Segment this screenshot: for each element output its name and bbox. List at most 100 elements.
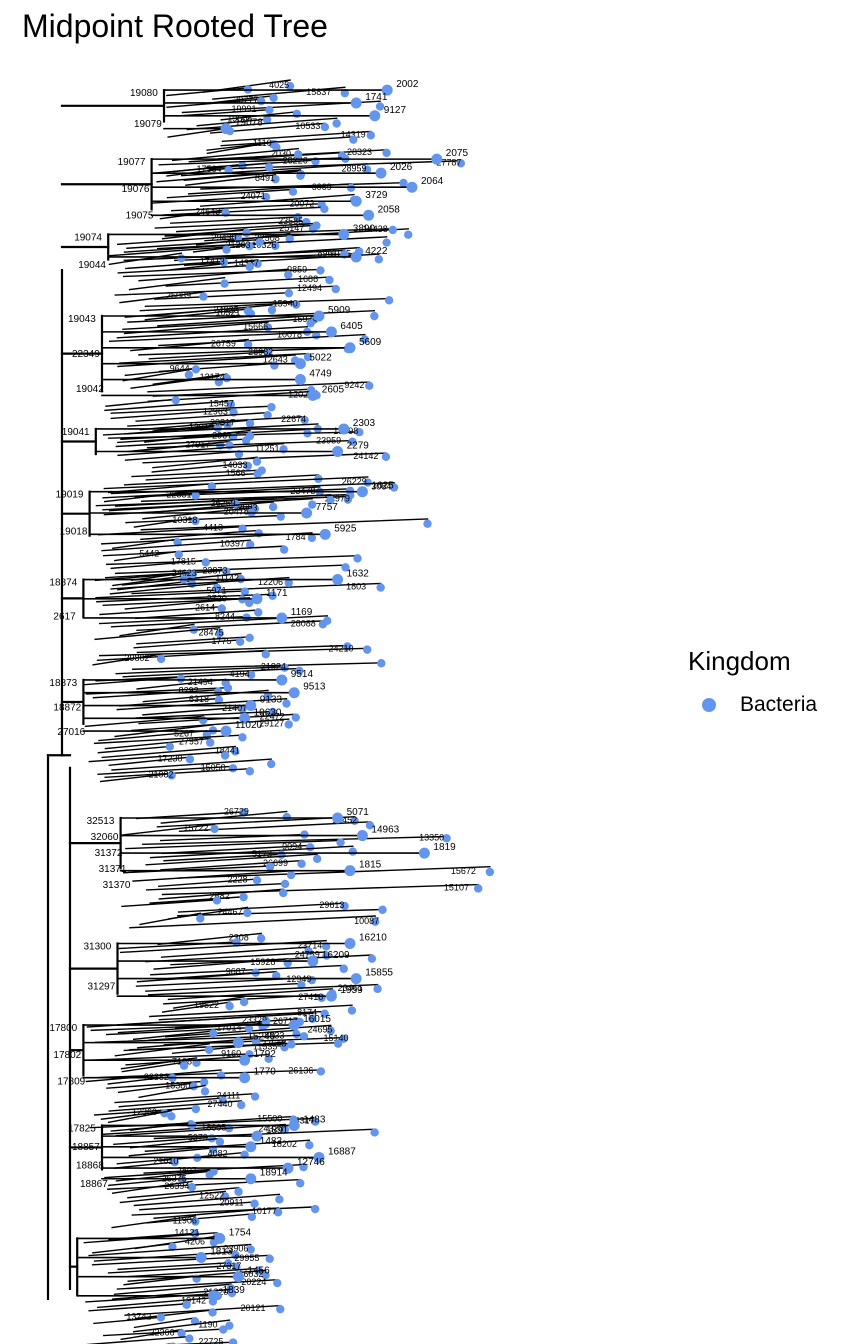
- branch-31300-2: [119, 939, 327, 954]
- tip-label-1891: 1891: [266, 1125, 289, 1136]
- tip-point-19080-9: [332, 119, 341, 128]
- branch-19041-11: [131, 469, 263, 478]
- tip-point-18874-9: [254, 608, 263, 617]
- tip-point-18873-17: [165, 742, 175, 751]
- tip-point-2279: [332, 446, 344, 457]
- branch-19041-2: [108, 431, 361, 439]
- tip-point-2303: [338, 423, 350, 435]
- tip-label-1792: 1792: [254, 1049, 277, 1060]
- tip-label-filler: 9242: [344, 380, 364, 390]
- branch-31300-7: [150, 964, 345, 976]
- tip-label-18914: 18914: [260, 1168, 288, 1179]
- tip-label-filler: 19606: [227, 114, 252, 124]
- branch-17825-23: [146, 1213, 253, 1224]
- tip-point-17800-17: [200, 1087, 210, 1096]
- tip-point-18874-0: [188, 569, 198, 579]
- branch-20902-4: [88, 1243, 252, 1257]
- branch-17825-24: [111, 1215, 197, 1229]
- tip-point-17825-3: [370, 1128, 379, 1137]
- tip-point-17800-20: [237, 1100, 246, 1110]
- branch-32513-9: [149, 845, 354, 859]
- tip-point-31300-16: [225, 1001, 234, 1011]
- tip-label-filler: 15722: [183, 823, 208, 833]
- tip-point-18874-4: [240, 587, 250, 596]
- legend-entry-bacteria: Bacteria: [702, 693, 817, 717]
- tip-point-17800-12: [316, 1067, 326, 1076]
- tip-point-19076-6: [271, 175, 280, 184]
- tip-label-filler: 12029: [288, 389, 313, 399]
- tip-point-9133: [245, 700, 257, 712]
- tip-label-filler: 29802: [124, 653, 149, 663]
- tip-point-18874-20: [156, 654, 166, 664]
- tip-point-19043-3: [306, 319, 315, 328]
- node-label: 17802: [53, 1050, 81, 1061]
- tip-point-18873-6: [214, 695, 224, 705]
- tip-label-filler: 17815: [171, 556, 196, 566]
- branch-17825-18: [119, 1190, 226, 1204]
- tip-label-filler: 8491: [255, 173, 275, 183]
- tip-point-20902-10: [261, 1270, 270, 1280]
- tip-point-19043-26: [300, 415, 309, 425]
- tip-label-filler: 26759: [211, 339, 236, 349]
- tip-point-18873-8: [238, 704, 247, 714]
- tip-label-filler: 5442: [139, 549, 159, 559]
- tip-point-19044-19: [267, 305, 277, 315]
- branch-19019-20: [104, 569, 228, 579]
- node-label: 31371: [99, 864, 127, 875]
- tip-point-17800-5: [251, 1037, 261, 1046]
- tip-label-filler: 27317: [216, 1261, 241, 1271]
- tip-label-filler: 29613: [319, 900, 344, 910]
- branch-19019-3: [115, 493, 332, 507]
- tip-label-filler: 7108: [172, 1057, 192, 1067]
- tip-point-19019-20: [222, 567, 231, 576]
- tip-label-filler: 22725: [198, 1337, 223, 1344]
- tip-label-filler: 26394: [164, 1181, 189, 1191]
- tip-point-19019-5: [268, 502, 278, 512]
- tip-point-18874-7: [245, 598, 254, 608]
- tip-label-filler: 28979: [325, 494, 350, 504]
- tip-point-3729: [350, 195, 362, 207]
- tip-label-filler: 8174: [297, 1008, 317, 1018]
- tip-point-19044-18: [291, 300, 301, 309]
- tip-point-31300-1: [232, 938, 241, 947]
- tip-point-19044-14: [331, 284, 340, 294]
- branch-19043-22: [104, 400, 232, 412]
- tip-point-18874-19: [261, 650, 270, 659]
- branch-18874-3: [109, 582, 218, 595]
- branch-19041-3: [144, 429, 251, 443]
- branch-19076-26: [169, 259, 259, 271]
- branch-19019-24: [131, 582, 382, 595]
- tip-point-19041-12: [253, 469, 262, 479]
- tip-label-1839: 1839: [223, 1285, 246, 1296]
- tip-point-17825-10: [170, 1157, 179, 1167]
- branch-18873-21: [111, 758, 272, 771]
- node-label: 17825: [68, 1123, 96, 1134]
- tip-point-17800-6: [287, 1040, 296, 1049]
- branch-19076-13: [162, 206, 326, 216]
- tip-point-31300-0: [256, 934, 266, 943]
- branch-19044-2: [116, 235, 239, 246]
- branch-18874-4: [95, 590, 246, 599]
- tip-label-9127: 9127: [384, 105, 407, 116]
- tip-label-filler: 21082: [149, 769, 174, 779]
- tip-label-filler: 10318: [172, 515, 197, 525]
- tip-point-31300-17: [347, 1006, 357, 1015]
- branch-19076-15: [170, 216, 299, 224]
- tip-point-18873-15: [238, 733, 247, 742]
- tip-point-32513-17: [280, 879, 290, 889]
- tip-label-filler: 22674: [281, 414, 306, 424]
- tip-point-6405: [325, 326, 337, 338]
- tip-point-19019-1: [345, 486, 355, 495]
- tip-point-20902-26: [228, 1338, 238, 1344]
- tip-point-17825-20: [250, 1199, 259, 1208]
- branch-32513-21: [121, 899, 218, 908]
- tip-label-filler: 12206: [258, 577, 283, 587]
- tip-point-19080-10: [320, 122, 330, 132]
- tip-label-filler: 26136: [288, 1065, 313, 1075]
- branch-20902-7: [117, 1262, 229, 1271]
- tip-label-filler: 24328: [258, 1124, 283, 1134]
- tip-label-filler: 17230: [158, 753, 183, 763]
- tip-point-18874-3: [212, 583, 222, 593]
- branch-17800-4: [94, 1034, 305, 1044]
- tip-label-filler: 9859: [287, 264, 307, 274]
